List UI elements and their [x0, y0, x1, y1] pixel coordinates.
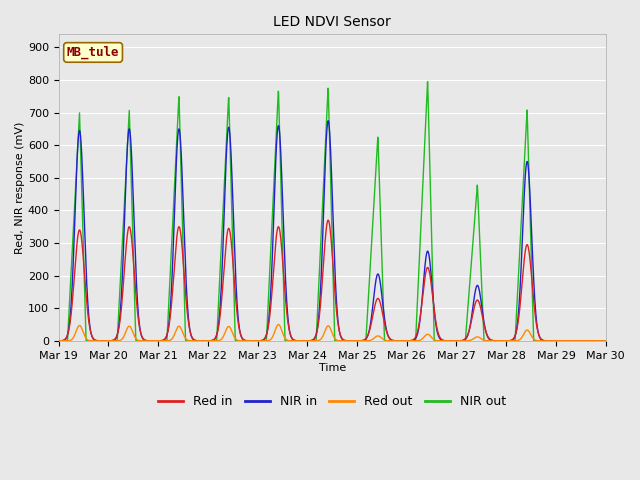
Line: NIR out: NIR out [59, 82, 605, 341]
NIR in [601, 338, 609, 344]
Red in [55, 338, 63, 344]
X-axis label: Time: Time [319, 363, 346, 373]
Red in [602, 338, 609, 344]
NIR out [440, 338, 448, 344]
Red out [181, 335, 189, 341]
Red in [324, 217, 332, 223]
Red in [540, 337, 548, 343]
Red out [566, 338, 574, 344]
NIR out [566, 338, 573, 344]
Red out [400, 338, 408, 344]
Red out [602, 338, 609, 344]
Red in [400, 338, 408, 344]
NIR in [400, 338, 408, 344]
NIR out [602, 338, 609, 344]
NIR in [566, 338, 574, 344]
Red in [181, 287, 189, 292]
NIR in [55, 338, 63, 344]
Legend: Red in, NIR in, Red out, NIR out: Red in, NIR in, Red out, NIR out [153, 390, 511, 413]
Red out [275, 322, 282, 327]
Text: MB_tule: MB_tule [67, 46, 119, 59]
Red in [552, 338, 560, 344]
Red out [540, 338, 548, 344]
NIR in [324, 118, 332, 124]
Red in [440, 337, 448, 343]
Red out [552, 338, 560, 344]
Y-axis label: Red, NIR response (mV): Red, NIR response (mV) [15, 121, 25, 254]
NIR out [55, 338, 63, 344]
NIR in [552, 338, 560, 344]
Line: NIR in: NIR in [59, 121, 605, 341]
Red in [566, 338, 574, 344]
NIR out [601, 338, 609, 344]
Line: Red in: Red in [59, 220, 605, 341]
NIR out [424, 79, 431, 84]
NIR in [440, 338, 448, 344]
NIR out [399, 338, 407, 344]
Red out [601, 338, 609, 344]
NIR out [540, 338, 548, 344]
Red in [601, 338, 609, 344]
NIR in [540, 338, 548, 344]
NIR in [181, 259, 189, 264]
Red out [440, 338, 448, 344]
Line: Red out: Red out [59, 324, 605, 341]
NIR out [181, 327, 189, 333]
NIR in [602, 338, 609, 344]
Title: LED NDVI Sensor: LED NDVI Sensor [273, 15, 391, 29]
Red out [55, 338, 63, 344]
